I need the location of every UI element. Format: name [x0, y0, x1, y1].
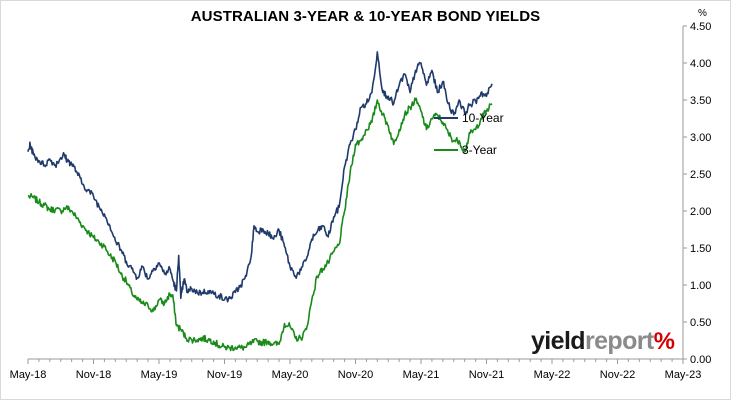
series-line-10-year — [27, 51, 493, 303]
logo-text-yield: yield — [531, 327, 586, 355]
x-tick-label: May-21 — [403, 369, 440, 381]
x-tick-label: Nov-18 — [76, 369, 111, 381]
y-tick-label: 3.00 — [690, 132, 711, 144]
yieldreport-logo: yieldreport% — [531, 327, 675, 356]
y-tick-label: 2.50 — [690, 169, 711, 181]
y-tick-label: 3.50 — [690, 95, 711, 107]
x-tick-label: Nov-19 — [207, 369, 242, 381]
x-tick-label: May-23 — [665, 369, 702, 381]
y-tick-label: 0.00 — [690, 354, 711, 366]
x-tick-label: May-20 — [272, 369, 309, 381]
x-tick-label: May-19 — [141, 369, 178, 381]
x-tick-label: Nov-20 — [338, 369, 373, 381]
logo-text-report: report — [584, 327, 654, 355]
series-line-3-year — [27, 97, 493, 352]
axes: 0.00 0.50 1.00 1.50 2.00 2.50 3.00 3.50 4.00 4.50… — [10, 21, 712, 381]
x-tick-label: Nov-22 — [600, 369, 635, 381]
x-tick-label: Nov-21 — [469, 369, 504, 381]
y-tick-label: 1.00 — [690, 280, 711, 292]
x-tick-label: May-22 — [534, 369, 571, 381]
series-lines — [27, 51, 493, 352]
y-tick-label: 2.00 — [690, 206, 711, 218]
y-tick-label: 4.00 — [690, 58, 711, 70]
chart-title: AUSTRALIAN 3-YEAR & 10-YEAR BOND YIELDS — [190, 8, 541, 25]
legend: 10-Year 3-Year — [434, 111, 504, 157]
y-tick-label: 1.50 — [690, 243, 711, 255]
legend-label-3-year: 3-Year — [462, 143, 497, 157]
legend-label-10-year: 10-Year — [462, 111, 504, 125]
x-tick-label: May-18 — [10, 369, 47, 381]
y-axis-unit-label: % — [698, 8, 707, 19]
logo-percent-mark: % — [653, 328, 675, 355]
y-tick-label: 4.50 — [690, 21, 711, 33]
y-tick-label: 0.50 — [690, 317, 711, 329]
